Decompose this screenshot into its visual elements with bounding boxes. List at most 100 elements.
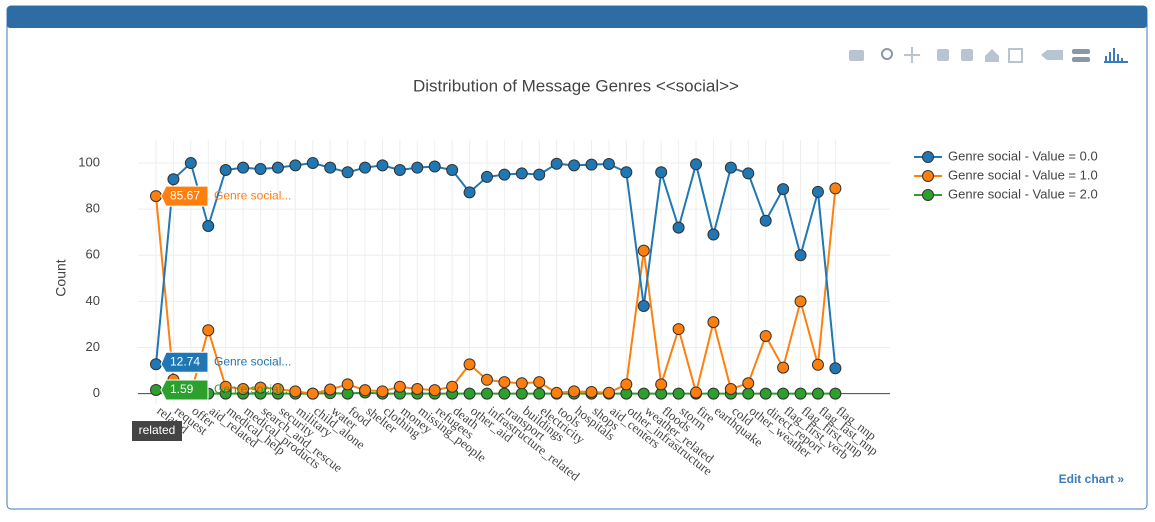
point bbox=[254, 381, 267, 394]
point bbox=[777, 387, 790, 400]
point bbox=[568, 159, 581, 172]
y-axis-label: Count bbox=[53, 259, 69, 296]
legend-label: Genre social - Value = 1.0 bbox=[948, 167, 1098, 182]
point bbox=[829, 387, 842, 400]
hover-value: 12.74 bbox=[170, 354, 200, 368]
point bbox=[533, 387, 546, 400]
hover-name: Genre social... bbox=[214, 382, 291, 396]
point bbox=[306, 387, 319, 400]
spike-icon[interactable] bbox=[1041, 50, 1063, 60]
point bbox=[306, 157, 319, 170]
point bbox=[463, 387, 476, 400]
point bbox=[324, 383, 337, 396]
y-tick-label: 60 bbox=[86, 247, 100, 262]
point bbox=[150, 190, 162, 203]
camera-icon[interactable] bbox=[849, 50, 864, 61]
y-tick-label: 40 bbox=[86, 293, 100, 308]
point bbox=[202, 220, 215, 233]
legend-marker bbox=[922, 170, 934, 182]
point bbox=[724, 161, 737, 174]
hover-name: Genre social... bbox=[214, 188, 291, 202]
point bbox=[237, 161, 250, 174]
point bbox=[324, 161, 337, 174]
point bbox=[655, 378, 668, 391]
point bbox=[794, 387, 807, 400]
plotly-logo[interactable] bbox=[1104, 48, 1128, 63]
point bbox=[759, 214, 772, 227]
point bbox=[428, 160, 441, 173]
legend-marker bbox=[922, 151, 934, 163]
point bbox=[393, 163, 406, 176]
pan-icon[interactable] bbox=[904, 47, 920, 63]
point bbox=[376, 385, 389, 398]
legend-label: Genre social - Value = 2.0 bbox=[948, 186, 1098, 201]
point bbox=[498, 168, 511, 181]
hover-box bbox=[160, 379, 209, 401]
point bbox=[637, 244, 650, 257]
point bbox=[672, 387, 685, 400]
autoscale-icon[interactable] bbox=[1008, 48, 1023, 63]
hover-category-box bbox=[132, 421, 182, 441]
point bbox=[690, 386, 703, 399]
point bbox=[411, 161, 424, 174]
point bbox=[533, 168, 546, 181]
point bbox=[550, 157, 563, 170]
home-icon[interactable] bbox=[985, 49, 999, 62]
edit-chart-link[interactable]: Edit chart » bbox=[1059, 472, 1125, 486]
point bbox=[150, 358, 162, 371]
point bbox=[167, 173, 180, 186]
point bbox=[759, 387, 772, 400]
point bbox=[289, 159, 302, 172]
point bbox=[829, 362, 842, 375]
point bbox=[341, 378, 354, 391]
point bbox=[393, 380, 406, 393]
point bbox=[498, 387, 511, 400]
point bbox=[271, 383, 284, 396]
hover-box bbox=[160, 351, 209, 373]
point bbox=[446, 380, 459, 393]
point bbox=[533, 376, 546, 389]
point bbox=[602, 157, 615, 170]
point bbox=[515, 167, 528, 180]
hover-compare-icon[interactable] bbox=[1072, 57, 1090, 62]
point bbox=[742, 377, 755, 390]
point bbox=[219, 163, 232, 176]
point bbox=[237, 383, 250, 396]
zoom-in-icon[interactable] bbox=[937, 49, 949, 61]
zoom-out-icon[interactable] bbox=[961, 49, 973, 61]
zoom-icon[interactable] bbox=[881, 48, 893, 60]
point bbox=[463, 358, 476, 371]
point bbox=[359, 161, 372, 174]
point bbox=[498, 376, 511, 389]
y-tick-label: 20 bbox=[86, 339, 100, 354]
hover-box bbox=[160, 185, 209, 207]
point bbox=[550, 386, 563, 399]
point bbox=[515, 387, 528, 400]
series-line bbox=[155, 160, 837, 369]
point bbox=[794, 249, 807, 262]
point bbox=[672, 221, 685, 234]
point bbox=[620, 378, 633, 391]
point bbox=[411, 383, 424, 396]
point bbox=[219, 380, 232, 393]
hover-value: 1.59 bbox=[170, 382, 194, 396]
legend-label: Genre social - Value = 0.0 bbox=[948, 148, 1098, 163]
point bbox=[289, 385, 302, 398]
hover-closest-icon[interactable] bbox=[1072, 49, 1090, 54]
point bbox=[707, 228, 720, 241]
point bbox=[271, 161, 284, 174]
series-line bbox=[155, 388, 836, 395]
point bbox=[602, 386, 615, 399]
point bbox=[742, 387, 755, 400]
point bbox=[690, 158, 703, 171]
point bbox=[777, 183, 790, 196]
hover-value: 85.67 bbox=[170, 188, 200, 202]
point bbox=[202, 324, 215, 337]
point bbox=[811, 185, 824, 198]
point bbox=[742, 167, 755, 180]
point bbox=[480, 387, 493, 400]
hover-name: Genre social... bbox=[214, 354, 291, 368]
point bbox=[620, 166, 633, 179]
point bbox=[811, 387, 824, 400]
